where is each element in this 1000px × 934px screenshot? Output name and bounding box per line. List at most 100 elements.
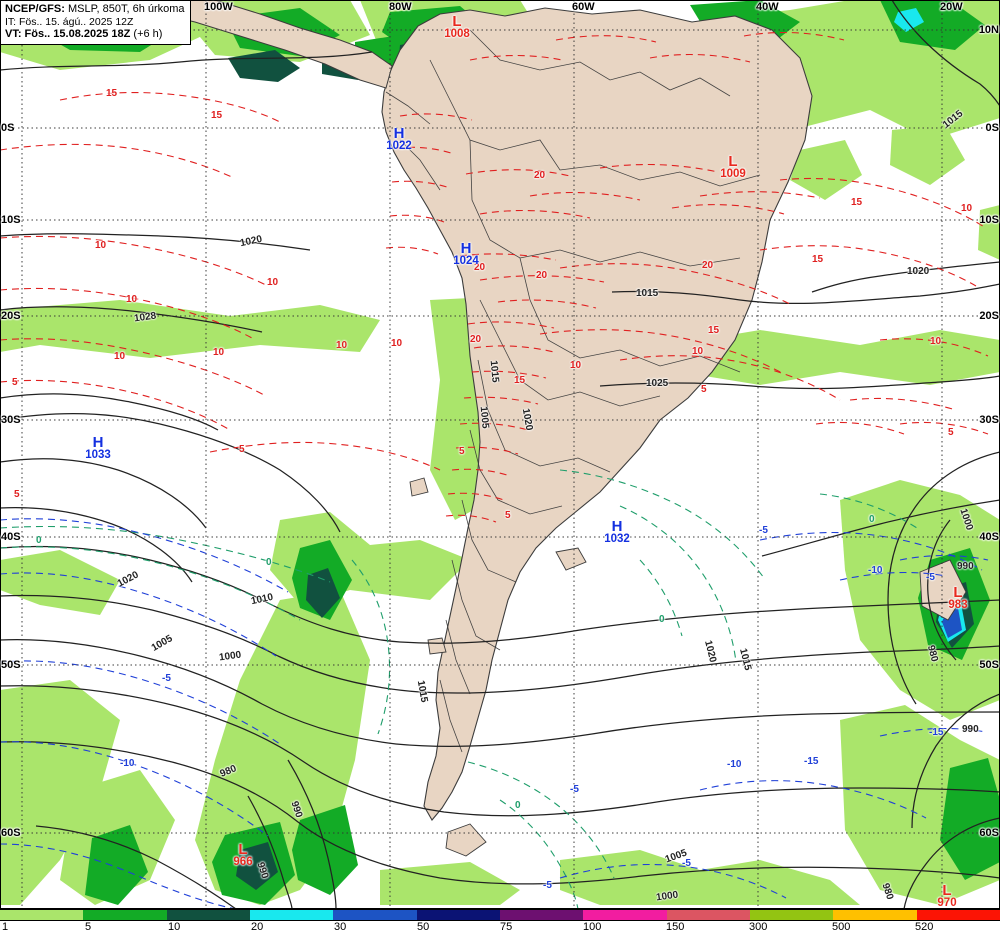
mslp-isobar-contours: [0, 0, 1000, 909]
longitude-label: 60W: [572, 1, 595, 13]
colorbar-tick: 50: [417, 921, 430, 933]
central-america-landmass: [149, 0, 393, 89]
colorbar-segment[interactable]: [833, 910, 917, 920]
colorbar-tick: 500: [832, 921, 851, 933]
high-pressure-center: H 1022: [379, 125, 419, 153]
colorbar-segment[interactable]: [583, 910, 667, 920]
temperature-contour-label: 0: [515, 800, 521, 811]
mslp-contour-label: 990: [962, 724, 979, 735]
precipitation-colorbar[interactable]: 1 5 10 20 30 50 75 100 150 300 500 520: [0, 909, 1000, 934]
temperature-contour-label: 10: [114, 351, 126, 362]
pressure-value: 1009: [720, 168, 746, 180]
temperature-contour-label: -5: [759, 525, 768, 536]
latitude-label-right: 10N: [978, 24, 999, 36]
pressure-symbol: L: [728, 153, 738, 170]
pressure-value: 983: [948, 599, 968, 611]
temperature-contour-label: 20: [534, 170, 546, 181]
high-pressure-center: H 1032: [597, 518, 637, 546]
colorbar-tick: 100: [583, 921, 602, 933]
map-vector-layer: [0, 0, 1000, 909]
latitude-label-left: 10S: [1, 214, 21, 226]
low-pressure-center: L 966: [223, 841, 263, 869]
temperature-contour-label: 20: [702, 260, 714, 271]
temperature-contour-label: 10: [961, 203, 973, 214]
colorbar-segment[interactable]: [499, 910, 584, 920]
mslp-contour-label: 990: [957, 561, 974, 572]
latitude-label-left: 0S: [1, 122, 15, 134]
high-pressure-center: H 1024: [446, 240, 486, 268]
pressure-value: 970: [937, 897, 957, 909]
temperature-contour-label: -5: [162, 673, 171, 684]
pressure-symbol: H: [393, 125, 405, 142]
temperature-contour-label: -5: [682, 858, 691, 869]
temperature-contour-label: 15: [211, 110, 223, 121]
high-pressure-center: H 1033: [78, 435, 118, 462]
pressure-value: 966: [233, 856, 253, 868]
pressure-value: 1024: [453, 255, 479, 267]
colorbar-segment[interactable]: [749, 910, 834, 920]
temperature-contour-label: 20: [474, 262, 486, 273]
pressure-symbol: H: [460, 240, 472, 257]
colorbar-tick: 150: [666, 921, 685, 933]
temp-850-zero-contours: [0, 469, 921, 909]
model-name: NCEP/GFS:: [5, 3, 65, 15]
temperature-contour-label: 10: [126, 294, 138, 305]
colorbar-segment[interactable]: [83, 910, 167, 920]
colorbar-segment[interactable]: [166, 910, 250, 920]
latitude-label-right: 50S: [979, 659, 999, 671]
mslp-contour-label: 1005: [477, 405, 491, 430]
colorbar-tick: 30: [334, 921, 347, 933]
mslp-contour-label: 1015: [487, 359, 501, 384]
temperature-contour-label: 15: [708, 325, 720, 336]
latitude-label-left: 50S: [1, 659, 21, 671]
info-line-valid-time: VT: Fös.. 15.08.2025 18Z (+6 h): [5, 28, 185, 41]
temperature-contour-label: 10: [213, 347, 225, 358]
colorbar-segment[interactable]: [916, 910, 1000, 920]
temperature-contour-label: 5: [948, 427, 954, 438]
longitude-label: 80W: [389, 1, 412, 13]
colorbar-tick: 300: [749, 921, 768, 933]
colorbar-segment[interactable]: [0, 910, 84, 920]
longitude-label: 100W: [204, 1, 233, 13]
latitude-label-left: 40S: [1, 531, 21, 543]
temperature-contour-label: 0: [869, 514, 875, 525]
temperature-contour-label: 0: [659, 614, 665, 625]
colorbar-tick: 5: [85, 921, 92, 933]
longitude-label: 40W: [756, 1, 779, 13]
model-fields: MSLP, 850T, 6h úrkoma: [67, 3, 185, 15]
temperature-contour-label: 5: [12, 377, 18, 388]
pressure-symbol: L: [452, 13, 462, 30]
colorbar-tick-labels: 1 5 10 20 30 50 75 100 150 300 500 520: [0, 921, 1000, 934]
model-info-box: NCEP/GFS: MSLP, 850T, 6h úrkoma IT: Fös.…: [0, 0, 191, 46]
valid-time-lead: (+6 h): [133, 28, 163, 41]
temperature-contour-label: 15: [106, 88, 118, 99]
colorbar-segment[interactable]: [249, 910, 334, 920]
temperature-contour-label: -10: [868, 565, 883, 576]
temperature-contour-label: -15: [929, 727, 944, 738]
low-pressure-center: L 1008: [437, 13, 477, 41]
graticule-lines: [0, 0, 1000, 909]
latitude-label-right: 20S: [979, 310, 999, 322]
pressure-symbol: L: [953, 584, 963, 601]
temperature-contour-label: -5: [543, 880, 552, 891]
colorbar-segment[interactable]: [333, 910, 417, 920]
weather-map-canvas[interactable]: NCEP/GFS: MSLP, 850T, 6h úrkoma IT: Fös.…: [0, 0, 1000, 909]
colorbar-swatches[interactable]: [0, 909, 1000, 921]
pressure-symbol: H: [611, 518, 623, 535]
temperature-contour-label: 15: [851, 197, 863, 208]
colorbar-tick: 75: [500, 921, 513, 933]
temperature-contour-label: 20: [536, 270, 548, 281]
political-borders: [385, 29, 761, 753]
latitude-label-right: 40S: [979, 531, 999, 543]
temperature-contour-label: 5: [14, 489, 20, 500]
temperature-contour-label: 10: [391, 338, 403, 349]
pressure-symbol: L: [238, 841, 248, 858]
colorbar-segment[interactable]: [416, 910, 500, 920]
temperature-contour-label: 5: [459, 446, 465, 457]
low-pressure-center: L 1009: [713, 153, 753, 181]
temperature-contour-label: -5: [926, 572, 935, 583]
temperature-contour-label: 0: [36, 535, 42, 546]
temperature-contour-label: -15: [804, 756, 819, 767]
colorbar-segment[interactable]: [666, 910, 750, 920]
temperature-contour-label: 15: [514, 375, 526, 386]
